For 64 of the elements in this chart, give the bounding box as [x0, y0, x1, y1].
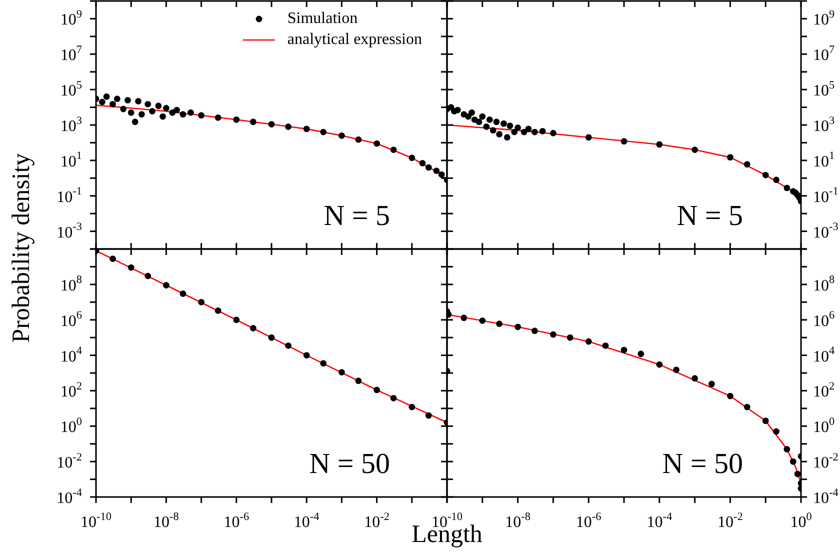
x-tick-label: 10$^{-8}$ — [505, 510, 531, 531]
annotation: N = 5 — [324, 200, 390, 233]
legend-label: analytical expression — [287, 30, 422, 50]
annotation: N = 5 — [676, 200, 743, 233]
x-tick-label: 10$^{0}$ — [790, 510, 812, 531]
point — [268, 334, 275, 341]
y-tick-label: 10$^{9}$ — [813, 8, 835, 29]
point — [163, 282, 170, 288]
x-tick-label: 10$^{-4}$ — [646, 510, 672, 531]
y-tick-label: 10$^{-3}$ — [813, 221, 839, 242]
legend-label: Simulation — [287, 9, 358, 29]
point — [285, 342, 292, 349]
annotation: N = 50 — [662, 448, 743, 481]
y-tick-label: 10$^{7}$ — [60, 44, 82, 64]
point — [320, 360, 327, 367]
y-tick-label: 10$^{-1}$ — [56, 186, 82, 206]
y-tick-label: 10$^{2}$ — [813, 380, 835, 401]
point — [425, 412, 432, 419]
point — [180, 290, 186, 297]
point — [250, 324, 256, 332]
y-tick-label: 10$^{0}$ — [60, 416, 82, 436]
point — [110, 256, 116, 262]
x-tick-label: 10$^{-6}$ — [576, 510, 602, 531]
x-tick-label: 10$^{-6}$ — [224, 510, 250, 531]
y-tick-label: 10$^{5}$ — [813, 79, 835, 100]
point — [214, 307, 222, 314]
y-tick-label: 10$^{6}$ — [60, 310, 82, 330]
y-tick-label: 10$^{-2}$ — [813, 451, 838, 472]
y-tick-label: 10$^{4}$ — [813, 345, 835, 366]
x-tick-label: 10$^{-10}$ — [80, 510, 112, 531]
y-axis-title: Probability density — [8, 153, 36, 343]
point — [355, 378, 362, 384]
y-tick-label: 10$^{-4}$ — [813, 486, 839, 507]
y-tick-label: 10$^{6}$ — [813, 310, 835, 330]
y-tick-label: 10$^{1}$ — [813, 150, 835, 170]
y-tick-label: 10$^{-4}$ — [56, 486, 82, 507]
y-tick-label: 10$^{8}$ — [813, 274, 835, 294]
x-tick-label: 10$^{-2}$ — [718, 510, 743, 531]
y-tick-label: 10$^{9}$ — [60, 8, 82, 29]
y-tick-label: 10$^{5}$ — [60, 79, 82, 100]
point — [374, 386, 380, 394]
point — [408, 404, 416, 410]
point — [303, 352, 310, 358]
y-tick-label: 10$^{1}$ — [60, 150, 82, 170]
annotation: N = 50 — [309, 448, 390, 481]
y-tick-label: 10$^{2}$ — [60, 380, 82, 401]
x-tick-label: 10$^{-2}$ — [364, 510, 390, 531]
point — [128, 264, 134, 271]
point — [233, 316, 240, 324]
y-tick-label: 10$^{4}$ — [60, 345, 82, 366]
point — [198, 298, 204, 306]
y-tick-label: 10$^{-3}$ — [56, 221, 82, 242]
y-tick-label: 10$^{3}$ — [60, 114, 82, 135]
point — [338, 369, 345, 376]
y-tick-label: 10$^{8}$ — [60, 274, 82, 294]
x-tick-label: 10$^{-4}$ — [294, 510, 320, 531]
point — [144, 272, 152, 280]
y-tick-label: 10$^{7}$ — [813, 44, 835, 64]
x-tick-label: 10$^{-8}$ — [154, 510, 180, 531]
point — [390, 394, 397, 402]
y-tick-label: 10$^{-2}$ — [56, 451, 82, 472]
y-tick-label: 10$^{-1}$ — [813, 186, 838, 206]
y-tick-label: 10$^{3}$ — [813, 114, 835, 135]
y-tick-label: 10$^{0}$ — [813, 416, 835, 436]
